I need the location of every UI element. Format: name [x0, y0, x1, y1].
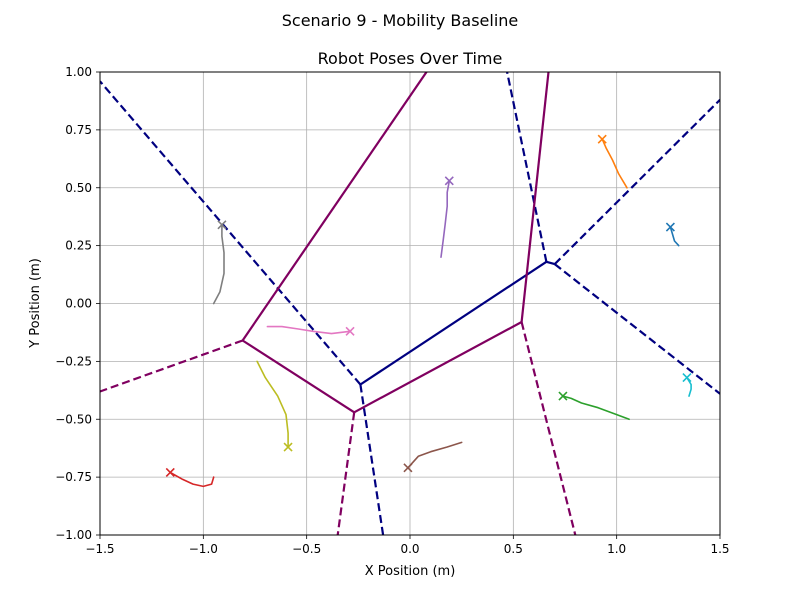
- graph-edge-7: [242, 339, 355, 414]
- x-tick-label: 0.0: [400, 542, 419, 556]
- trajectory-line-6: [266, 325, 351, 335]
- trajectory-line-0: [669, 226, 680, 247]
- graph-edge-0: [359, 260, 548, 386]
- end-pose-marker-0: [665, 222, 675, 232]
- graph-edge-6: [554, 263, 720, 395]
- trajectory-line-2: [562, 395, 630, 421]
- y-tick-label: 0.75: [65, 123, 92, 137]
- graph-edge-9: [241, 72, 428, 342]
- end-pose-marker-2: [558, 391, 568, 401]
- end-pose-marker-3: [165, 467, 175, 478]
- trajectory-line-3: [169, 471, 215, 488]
- graph-edge-5: [553, 99, 720, 265]
- x-axis-label: X Position (m): [365, 564, 456, 579]
- x-tick-label: −1.5: [85, 542, 114, 556]
- end-pose-marker-8: [283, 442, 293, 452]
- y-tick-label: 1.00: [65, 65, 92, 79]
- end-pose-marker-1: [597, 134, 607, 144]
- trajectory-line-7: [212, 224, 225, 305]
- axis-ticks: −1.5 −1.0 −0.5 0.0 0.5 1.0 1.5 −1.00 −0.75 −0.50 −…: [55, 65, 729, 556]
- graph-edge-12: [336, 412, 356, 535]
- graph-edge-8: [353, 321, 523, 414]
- x-tick-label: 1.0: [607, 542, 626, 556]
- x-tick-label: −0.5: [292, 542, 321, 556]
- figure-suptitle: Scenario 9 - Mobility Baseline: [282, 11, 519, 30]
- x-tick-label: 0.5: [504, 542, 523, 556]
- y-tick-label: 0.00: [65, 297, 92, 311]
- graph-lines: [100, 72, 720, 535]
- graph-edge-13: [520, 321, 577, 535]
- y-tick-label: −0.25: [55, 354, 92, 368]
- trajectory-line-4: [440, 180, 451, 259]
- trajectory-line-1: [601, 138, 628, 189]
- y-tick-label: −1.00: [55, 528, 92, 542]
- end-pose-marker-5: [403, 463, 413, 473]
- end-pose-marker-4: [444, 176, 454, 186]
- graph-edge-11: [100, 339, 243, 393]
- y-axis-label: Y Position (m): [28, 258, 43, 349]
- end-pose-marker-9: [682, 373, 692, 383]
- trajectory-line-8: [256, 360, 289, 448]
- y-tick-label: −0.50: [55, 412, 92, 426]
- y-tick-label: 0.25: [65, 239, 92, 253]
- end-pose-marker-6: [345, 326, 355, 336]
- graph-edge-1: [546, 260, 555, 266]
- y-tick-label: 0.50: [65, 181, 92, 195]
- graph-edge-4: [506, 72, 548, 263]
- graph-edge-3: [359, 384, 385, 535]
- trajectory-line-9: [686, 376, 692, 397]
- y-tick-label: −0.75: [55, 470, 92, 484]
- graph-edge-2: [100, 80, 362, 386]
- end-pose-marker-7: [217, 220, 227, 230]
- x-tick-label: 1.5: [710, 542, 729, 556]
- chart-title: Robot Poses Over Time: [318, 49, 503, 68]
- x-tick-label: −1.0: [189, 542, 218, 556]
- graph-edge-10: [520, 72, 550, 323]
- trajectories: [165, 134, 692, 488]
